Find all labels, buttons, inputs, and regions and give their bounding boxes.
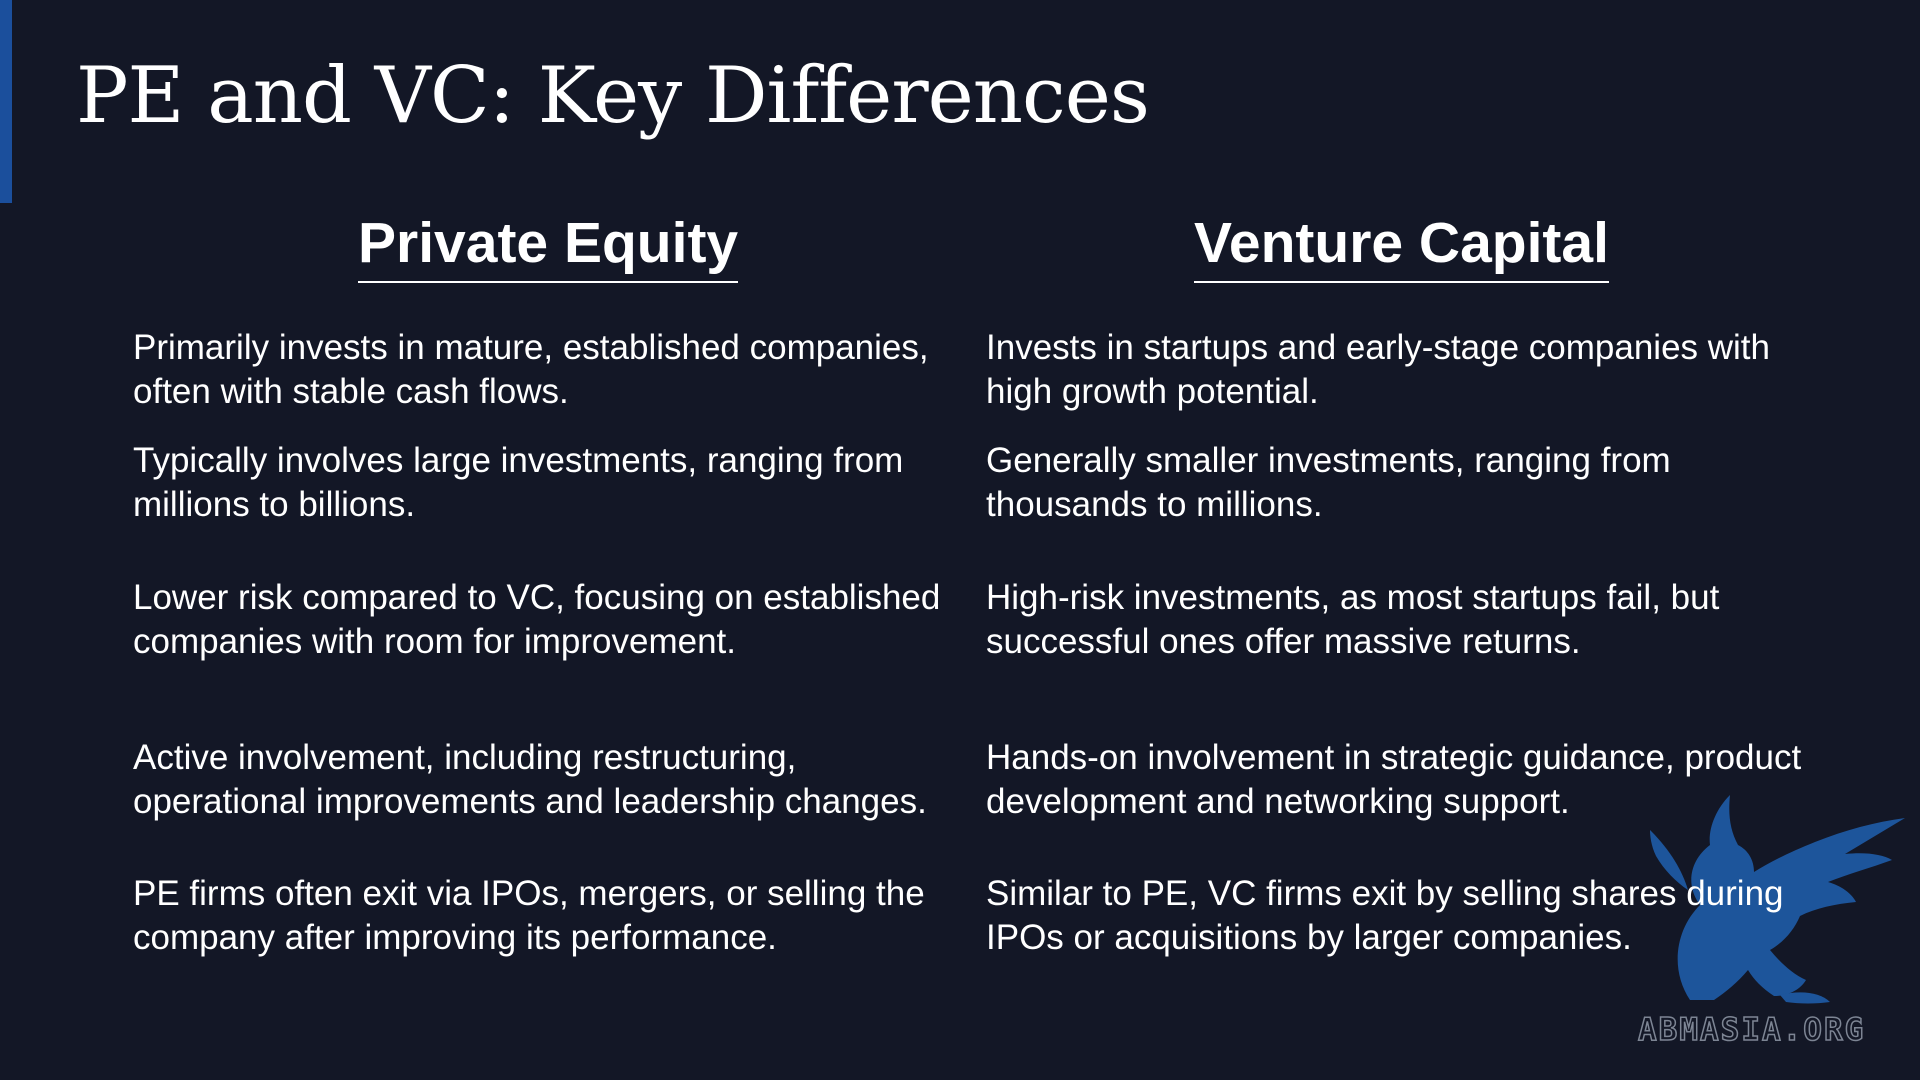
- pe-row-3: Lower risk compared to VC, focusing on e…: [133, 578, 941, 661]
- title-accent-bar: [0, 0, 12, 203]
- griffin-logo-icon: [1650, 795, 1905, 1004]
- vc-row-1: Invests in startups and early-stage comp…: [986, 328, 1770, 411]
- vc-row-5: Similar to PE, VC firms exit by selling …: [986, 874, 1784, 957]
- watermark-text: ABMASIA.ORG: [1637, 1011, 1866, 1049]
- pe-row-5: PE firms often exit via IPOs, mergers, o…: [133, 874, 925, 957]
- vc-row-3: High-risk investments, as most startups …: [986, 578, 1720, 661]
- heading-private-equity: Private Equity: [358, 212, 739, 283]
- pe-row-2: Typically involves large investments, ra…: [133, 441, 904, 524]
- vc-row-4: Hands-on involvement in strategic guidan…: [986, 738, 1802, 821]
- vc-row-2: Generally smaller investments, ranging f…: [986, 441, 1671, 524]
- pe-row-1: Primarily invests in mature, established…: [133, 328, 929, 411]
- pe-row-4: Active involvement, including restructur…: [133, 738, 927, 821]
- heading-venture-capital: Venture Capital: [1194, 212, 1609, 283]
- slide-title: PE and VC: Key Differences: [76, 51, 1150, 141]
